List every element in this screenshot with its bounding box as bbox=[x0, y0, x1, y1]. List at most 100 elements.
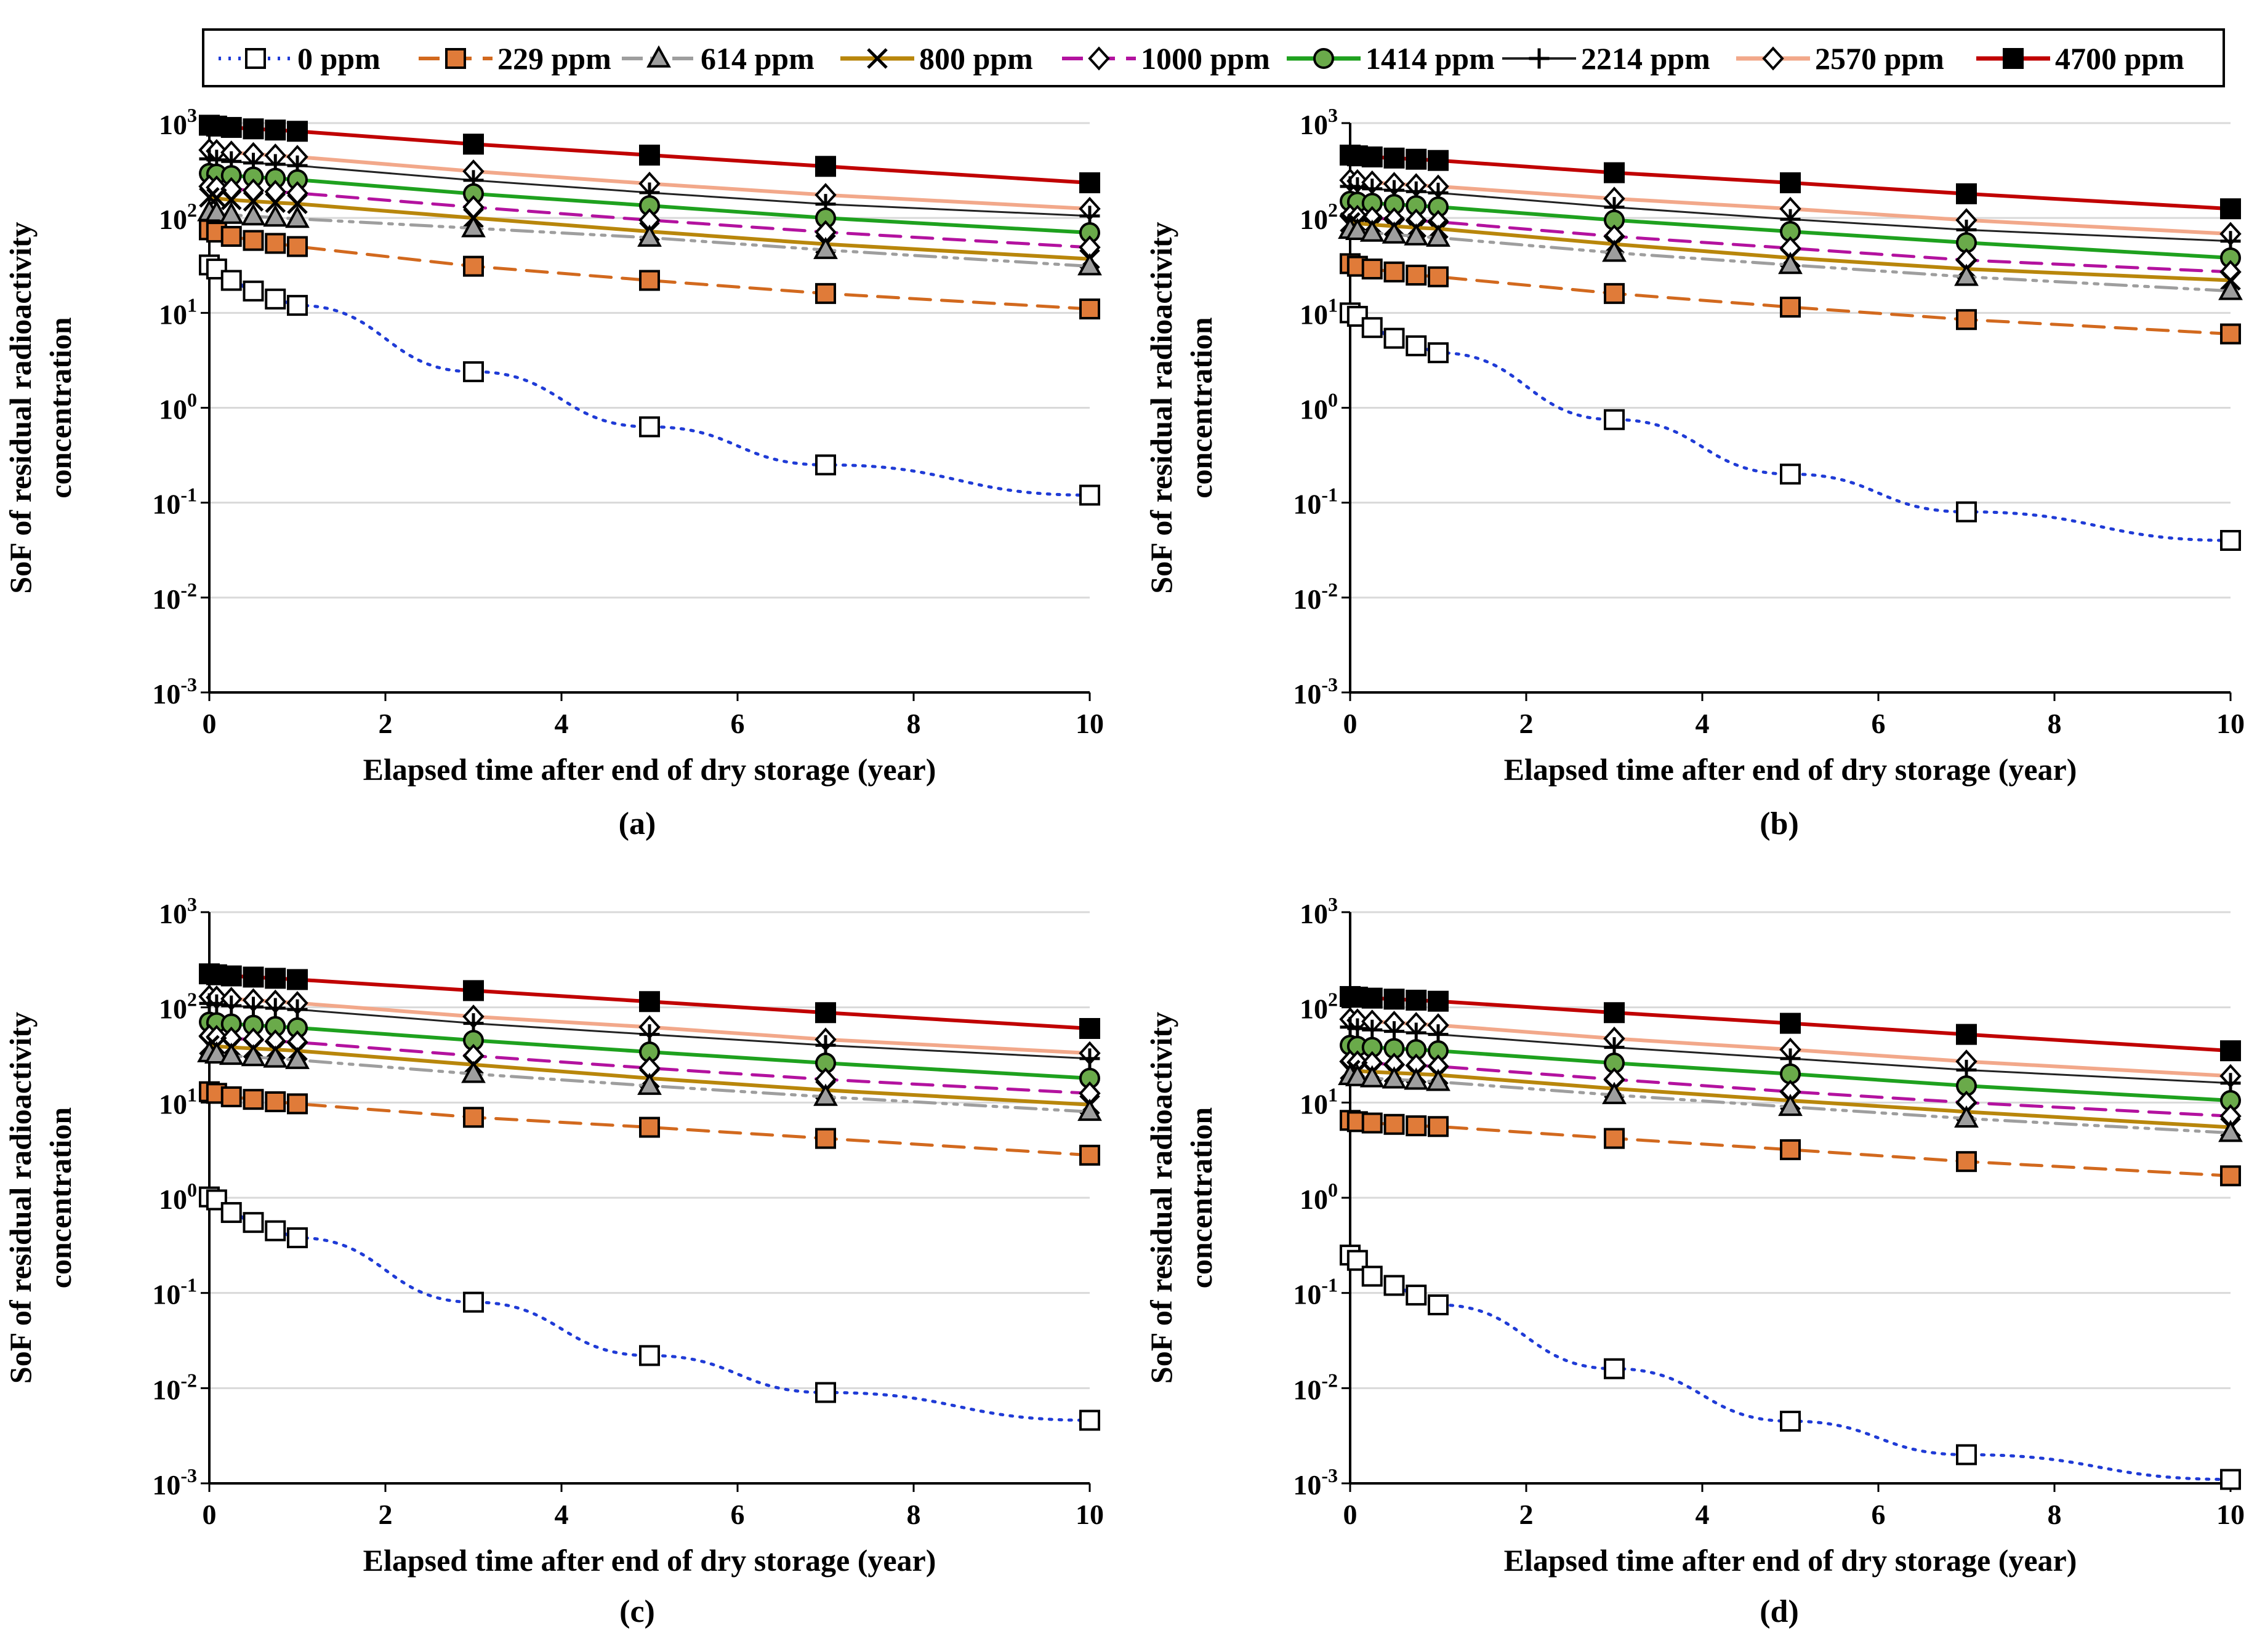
y-tick-label: 102 bbox=[159, 199, 197, 235]
series-1414-ppm bbox=[1340, 1035, 2241, 1112]
data-point bbox=[1404, 223, 1429, 246]
y-axis-label: SoF of residual radioactivity bbox=[1144, 1012, 1178, 1384]
data-point bbox=[1426, 224, 1450, 247]
legend-swatch-marker bbox=[1762, 46, 1784, 71]
panel-caption: (a) bbox=[619, 806, 656, 841]
x-tick-label: 8 bbox=[2048, 1499, 2062, 1530]
y-tick-label: 103 bbox=[159, 104, 197, 140]
data-point bbox=[1404, 1067, 1429, 1090]
x-tick-label: 2 bbox=[1519, 1499, 1534, 1530]
legend-label: 0 ppm bbox=[297, 41, 380, 76]
data-point bbox=[2220, 1165, 2241, 1187]
data-point bbox=[206, 259, 227, 280]
data-point bbox=[287, 1093, 308, 1115]
data-point bbox=[243, 1089, 264, 1110]
data-point bbox=[639, 1117, 660, 1138]
data-point bbox=[265, 1220, 286, 1241]
data-point bbox=[1604, 409, 1625, 430]
data-point bbox=[243, 280, 264, 302]
legend-label: 1000 ppm bbox=[1141, 41, 1270, 76]
x-tick-label: 6 bbox=[1872, 708, 1886, 739]
data-point bbox=[1956, 1024, 1977, 1045]
y-tick-label: 10-2 bbox=[1293, 1369, 1338, 1405]
x-tick-label: 10 bbox=[2216, 708, 2245, 739]
data-point bbox=[243, 996, 264, 1017]
data-point bbox=[1602, 1081, 1627, 1104]
data-point bbox=[265, 998, 286, 1019]
data-point bbox=[1382, 221, 1407, 244]
data-point bbox=[1604, 283, 1625, 304]
legend-label: 800 ppm bbox=[919, 41, 1033, 76]
data-point bbox=[265, 1091, 286, 1113]
x-axis-label: Elapsed time after end of dry storage (y… bbox=[363, 1543, 936, 1578]
x-tick-label: 2 bbox=[1519, 708, 1534, 739]
x-tick-label: 8 bbox=[907, 1499, 921, 1530]
series-0-ppm bbox=[1340, 302, 2241, 551]
panel-caption: (d) bbox=[1760, 1594, 1799, 1629]
data-point bbox=[1956, 1444, 1977, 1466]
x-tick-label: 4 bbox=[1696, 708, 1710, 739]
data-point bbox=[2220, 530, 2241, 551]
data-point bbox=[1406, 264, 1427, 286]
data-point bbox=[285, 1046, 310, 1069]
series-229-ppm bbox=[1340, 253, 2241, 345]
x-tick-label: 8 bbox=[907, 708, 921, 739]
data-point bbox=[1956, 309, 1977, 331]
x-tick-label: 0 bbox=[203, 708, 217, 739]
legend-swatch-marker bbox=[445, 48, 466, 69]
y-tick-label: 10-1 bbox=[152, 484, 197, 520]
data-point bbox=[1361, 146, 1383, 167]
chart-panel-3: 10-3 10-2 10-1 100 101 102 103 0 2 4 6 8 10 Elapsed t… bbox=[3, 893, 1104, 1629]
data-point bbox=[1428, 1116, 1449, 1137]
legend-entry-2570-ppm: 2570 ppm bbox=[1736, 41, 1944, 76]
y-axis-label: concentration bbox=[43, 1107, 78, 1289]
data-point bbox=[463, 1291, 484, 1313]
data-point bbox=[287, 1227, 308, 1248]
legend-swatch-marker bbox=[1088, 46, 1110, 71]
data-point bbox=[243, 1212, 264, 1233]
data-point bbox=[287, 969, 308, 990]
y-tick-label: 10-2 bbox=[1293, 579, 1338, 615]
legend-entry-800-ppm: 800 ppm bbox=[840, 41, 1033, 76]
x-tick-label: 4 bbox=[555, 1499, 569, 1530]
data-point bbox=[219, 201, 244, 224]
y-tick-label: 10-3 bbox=[1293, 673, 1338, 710]
x-tick-label: 4 bbox=[555, 708, 569, 739]
data-point bbox=[1780, 172, 1801, 193]
chart-panel-2: 10-3 10-2 10-1 100 101 102 103 0 2 4 6 8 10 Elapsed t… bbox=[1144, 104, 2245, 841]
data-point bbox=[287, 999, 308, 1020]
y-tick-label: 103 bbox=[1300, 893, 1338, 929]
legend-label: 4700 ppm bbox=[2055, 41, 2184, 76]
data-point bbox=[243, 230, 264, 251]
data-point bbox=[241, 203, 266, 226]
data-point bbox=[463, 134, 484, 155]
data-point bbox=[243, 118, 264, 140]
chart-panel-1: 10-3 10-2 10-1 100 101 102 103 0 2 4 6 8 10 Elapsed t… bbox=[3, 104, 1104, 841]
data-point bbox=[1383, 1113, 1405, 1135]
data-point bbox=[221, 995, 242, 1016]
legend-entry-1000-ppm: 1000 ppm bbox=[1062, 41, 1270, 76]
data-point bbox=[1079, 1144, 1100, 1166]
data-point bbox=[1954, 1105, 1979, 1128]
data-point bbox=[1406, 1285, 1427, 1306]
y-tick-label: 100 bbox=[1300, 1179, 1338, 1215]
legend-label: 229 ppm bbox=[497, 41, 611, 76]
data-point bbox=[220, 117, 242, 138]
y-tick-label: 10-3 bbox=[1293, 1464, 1338, 1501]
data-point bbox=[815, 1035, 836, 1056]
y-tick-label: 10-3 bbox=[152, 673, 197, 710]
data-point bbox=[463, 255, 484, 277]
data-point bbox=[2220, 323, 2241, 345]
legend-label: 614 ppm bbox=[701, 41, 815, 76]
data-point bbox=[813, 236, 838, 259]
data-point bbox=[463, 1107, 484, 1128]
series-line bbox=[1348, 1068, 2232, 1129]
y-tick-label: 102 bbox=[159, 988, 197, 1025]
series-614-ppm bbox=[197, 199, 1102, 276]
data-point bbox=[287, 121, 308, 142]
data-point bbox=[220, 226, 242, 247]
data-point bbox=[1956, 501, 1977, 523]
data-point bbox=[1602, 239, 1627, 262]
data-point bbox=[815, 1002, 836, 1024]
x-tick-label: 8 bbox=[2048, 708, 2062, 739]
